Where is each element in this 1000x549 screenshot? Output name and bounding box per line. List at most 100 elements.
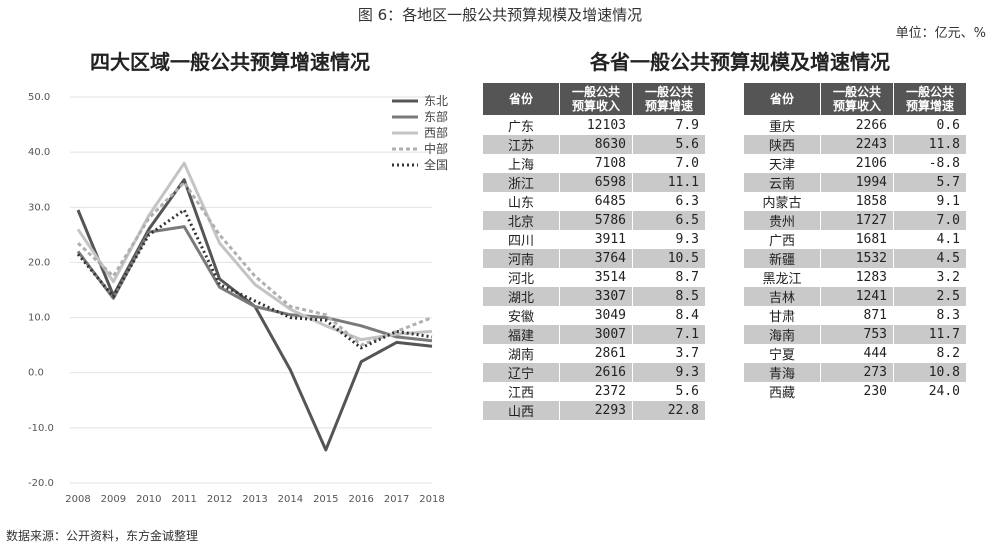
table-row: 河北 3514 8.7: [482, 268, 706, 287]
figure-title: 图 6：各地区一般公共预算规模及增速情况: [357, 6, 643, 24]
cell-province: 广东: [482, 115, 560, 135]
legend-label: 东北: [424, 94, 448, 108]
cell-growth: 6.5: [632, 211, 706, 230]
cell-revenue: 2372: [559, 382, 633, 401]
table-row: 四川 3911 9.3: [482, 230, 706, 249]
cell-revenue: 230: [820, 382, 894, 401]
cell-revenue: 5786: [559, 211, 633, 230]
x-tick-label: 2018: [419, 494, 444, 505]
cell-growth: 5.7: [893, 173, 967, 192]
y-tick-label: 30.0: [28, 202, 50, 213]
table-row: 浙江 6598 11.1: [482, 173, 706, 192]
x-tick-label: 2011: [171, 494, 196, 505]
table-row: 辽宁 2616 9.3: [482, 363, 706, 382]
cell-province: 河北: [482, 268, 560, 287]
table-header-row: 省份 一般公共 预算收入 一般公共 预算增速: [482, 82, 706, 116]
cell-growth: 4.5: [893, 249, 967, 268]
cell-growth: 7.9: [632, 115, 706, 135]
x-tick-label: 2008: [65, 494, 90, 505]
cell-revenue: 1241: [820, 287, 894, 306]
table-row: 云南 1994 5.7: [743, 173, 967, 192]
cell-revenue: 3514: [559, 268, 633, 287]
cell-growth: 9.3: [632, 230, 706, 249]
table-row: 内蒙古 1858 9.1: [743, 192, 967, 211]
table-row: 吉林 1241 2.5: [743, 287, 967, 306]
cell-province: 贵州: [743, 211, 821, 230]
cell-province: 河南: [482, 249, 560, 268]
source-note: 数据来源：公开资料，东方金诚整理: [6, 529, 199, 543]
cell-province: 海南: [743, 325, 821, 344]
cell-revenue: 444: [820, 344, 894, 363]
table-row: 安徽 3049 8.4: [482, 306, 706, 325]
legend-label: 东部: [424, 109, 448, 124]
table-row: 江苏 8630 5.6: [482, 135, 706, 154]
province-table-left: 省份 一般公共 预算收入 一般公共 预算增速 广东 12103 7.9 江苏 8630 5.6 上海 7…: [482, 82, 706, 420]
cell-revenue: 753: [820, 325, 894, 344]
table-row: 山西 2293 22.8: [482, 401, 706, 420]
table-row: 黑龙江 1283 3.2: [743, 268, 967, 287]
cell-growth: 8.7: [632, 268, 706, 287]
cell-province: 山东: [482, 192, 560, 211]
cell-province: 广西: [743, 230, 821, 249]
cell-revenue: 2293: [559, 401, 633, 420]
y-tick-label: 0.0: [28, 368, 44, 379]
cell-revenue: 1681: [820, 230, 894, 249]
x-tick-label: 2010: [136, 494, 161, 505]
header-revenue: 一般公共 预算收入: [559, 82, 633, 116]
x-tick-label: 2017: [384, 494, 409, 505]
cell-growth: 8.4: [632, 306, 706, 325]
cell-province: 新疆: [743, 249, 821, 268]
table-row: 天津 2106 -8.8: [743, 154, 967, 173]
table-row: 河南 3764 10.5: [482, 249, 706, 268]
y-tick-label: 40.0: [28, 147, 50, 158]
header-growth: 一般公共 预算增速: [632, 82, 706, 116]
cell-revenue: 1858: [820, 192, 894, 211]
cell-province: 江苏: [482, 135, 560, 154]
x-tick-label: 2015: [313, 494, 338, 505]
header-revenue: 一般公共 预算收入: [820, 82, 894, 116]
cell-revenue: 2106: [820, 154, 894, 173]
cell-province: 四川: [482, 230, 560, 249]
cell-growth: 10.5: [632, 249, 706, 268]
cell-growth: 7.0: [632, 154, 706, 173]
cell-revenue: 3764: [559, 249, 633, 268]
cell-province: 天津: [743, 154, 821, 173]
legend-label: 中部: [424, 141, 448, 156]
table-title: 各省一般公共预算规模及增速情况: [590, 50, 890, 74]
series-line-东北: [76, 178, 433, 452]
cell-growth: 6.3: [632, 192, 706, 211]
legend-label: 西部: [424, 125, 448, 140]
y-tick-label: -10.0: [28, 423, 54, 434]
cell-growth: 7.0: [893, 211, 967, 230]
cell-revenue: 2861: [559, 344, 633, 363]
table-row: 山东 6485 6.3: [482, 192, 706, 211]
series-line-全国: [76, 208, 433, 350]
table-header-row: 省份 一般公共 预算收入 一般公共 预算增速: [743, 82, 967, 116]
cell-province: 甘肃: [743, 306, 821, 325]
cell-province: 黑龙江: [743, 268, 821, 287]
cell-revenue: 7108: [559, 154, 633, 173]
cell-growth: 11.7: [893, 325, 967, 344]
cell-revenue: 6598: [559, 173, 633, 192]
cell-revenue: 1283: [820, 268, 894, 287]
cell-province: 陕西: [743, 135, 821, 154]
cell-growth: 8.3: [893, 306, 967, 325]
cell-growth: 7.1: [632, 325, 706, 344]
table-row: 海南 753 11.7: [743, 325, 967, 344]
cell-growth: 0.6: [893, 115, 967, 135]
cell-growth: 8.2: [893, 344, 967, 363]
series-line-中部: [76, 181, 433, 347]
table-row: 广西 1681 4.1: [743, 230, 967, 249]
cell-growth: 22.8: [632, 401, 706, 420]
chart-title: 四大区域一般公共预算增速情况: [90, 50, 370, 74]
x-tick-label: 2014: [278, 494, 303, 505]
y-tick-label: 50.0: [28, 92, 50, 103]
cell-revenue: 2616: [559, 363, 633, 382]
cell-province: 福建: [482, 325, 560, 344]
table-row: 青海 273 10.8: [743, 363, 967, 382]
cell-revenue: 273: [820, 363, 894, 382]
province-table-right: 省份 一般公共 预算收入 一般公共 预算增速 重庆 2266 0.6 陕西 2243 11.8 天津 2…: [743, 82, 967, 401]
table-row: 重庆 2266 0.6: [743, 115, 967, 135]
x-tick-label: 2013: [242, 494, 267, 505]
cell-province: 安徽: [482, 306, 560, 325]
